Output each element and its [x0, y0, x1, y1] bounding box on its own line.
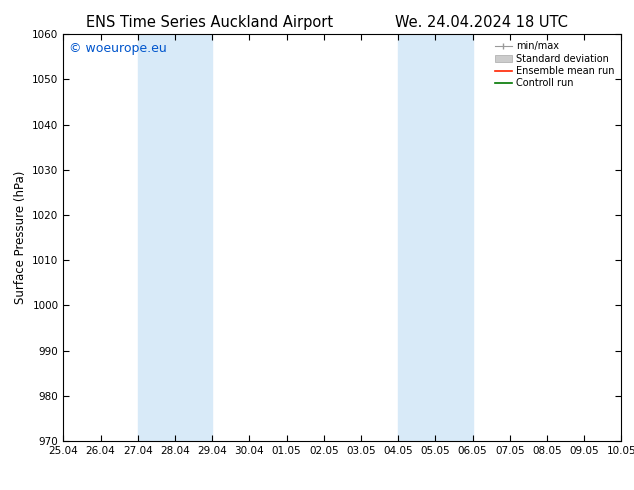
- Text: ENS Time Series Auckland Airport: ENS Time Series Auckland Airport: [86, 15, 333, 30]
- Bar: [398, 34, 472, 441]
- Bar: [138, 34, 212, 441]
- Text: We. 24.04.2024 18 UTC: We. 24.04.2024 18 UTC: [396, 15, 568, 30]
- Text: © woeurope.eu: © woeurope.eu: [69, 43, 167, 55]
- Y-axis label: Surface Pressure (hPa): Surface Pressure (hPa): [14, 171, 27, 304]
- Legend: min/max, Standard deviation, Ensemble mean run, Controll run: min/max, Standard deviation, Ensemble me…: [493, 39, 616, 90]
